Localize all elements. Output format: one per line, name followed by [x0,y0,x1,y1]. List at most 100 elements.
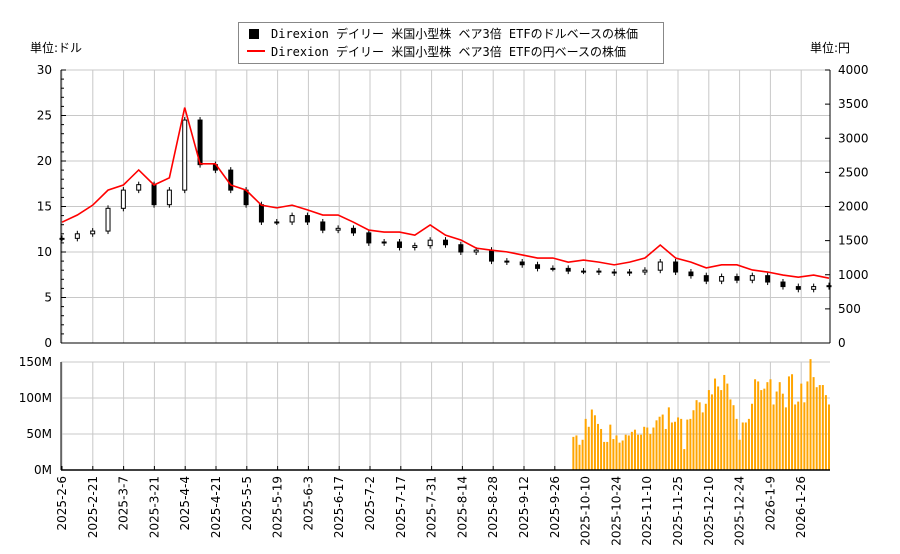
volume-bar [803,402,806,470]
volume-tick-label: 50M [26,427,52,441]
usd-candle [749,275,755,281]
volume-bar [784,407,787,470]
volume-bar [606,441,609,470]
y-tick-label-right: 1000 [838,268,869,282]
volume-bar [692,410,695,470]
usd-candle [458,244,464,253]
usd-candle [565,267,571,272]
usd-candle [350,227,356,234]
volume-bar [818,385,821,470]
volume-bar [720,390,723,470]
volume-bar [754,379,757,470]
legend-square-icon [249,29,259,39]
y-tick-label-right: 2000 [838,200,869,214]
volume-bar [710,394,713,470]
usd-candle [504,260,510,263]
volume-bar [729,399,732,470]
x-tick-label: 2025-3-7 [117,476,131,530]
usd-candle [74,233,80,239]
usd-candle [811,286,817,290]
volume-bar [677,417,680,470]
volume-tick-label: 150M [19,355,52,369]
x-tick-label: 2025-9-26 [548,476,562,538]
volume-bar [797,401,800,470]
volume-bar [704,403,707,470]
x-tick-label: 2025-7-2 [363,476,377,530]
usd-candle [412,245,418,248]
volume-bar [643,426,646,470]
legend-line-icon [247,50,265,52]
x-tick-label: 2025-8-28 [486,476,500,538]
volume-bar [584,418,587,470]
usd-candle [366,232,372,244]
y-tick-label-left: 10 [37,245,52,259]
right-unit-label: 単位:円 [810,41,851,55]
volume-bar [738,439,741,470]
x-tick-label: 2025-2-21 [86,476,100,538]
volume-bar [723,374,726,470]
y-tick-label-right: 3500 [838,97,869,111]
usd-candle [443,239,448,246]
legend-item-usd: Direxion デイリー 米国小型株 ベア3倍 ETFのドルベースの株価 [247,25,638,43]
usd-candle [320,221,326,231]
volume-bar [637,434,640,470]
volume-bar [603,441,606,470]
usd-candle [427,239,433,247]
usd-candle [596,270,602,273]
usd-candle [381,241,387,244]
volume-bar [686,419,689,470]
volume-bar [649,434,652,470]
volume-bar [828,404,830,470]
usd-candle [59,237,65,240]
usd-candle [780,281,786,288]
volume-bar [590,409,593,470]
volume-bar [633,429,636,470]
volume-bar [572,436,575,470]
volume-bar [612,439,615,470]
x-tick-label: 2025-5-19 [271,476,285,538]
usd-candle [136,184,142,191]
x-tick-label: 2025-8-14 [455,476,469,538]
x-tick-label: 2025-10-10 [579,476,593,546]
usd-candle [627,271,633,274]
usd-candle [795,286,801,290]
volume-bar [652,427,655,470]
usd-candle [719,276,725,282]
volume-bar [618,442,621,470]
x-tick-label: 2025-7-17 [394,476,408,538]
volume-bar [683,449,686,470]
usd-candle [105,207,111,232]
volume-bar [760,390,763,470]
volume-bar [806,381,809,470]
x-tick-label: 2025-11-10 [640,476,654,546]
usd-candle [289,215,295,223]
volume-bar [615,435,618,470]
volume-bar [701,412,704,470]
volume-bar [658,416,661,470]
usd-candle [335,227,341,231]
volume-bar [674,421,676,470]
volume-bar [575,435,578,470]
usd-candle [519,261,525,266]
x-tick-label: 2025-11-25 [671,476,685,546]
x-tick-label: 2026-1-26 [794,476,808,538]
usd-candle [765,275,771,283]
usd-candle [826,285,832,288]
usd-candle [489,249,495,262]
volume-bar [587,426,590,470]
volume-bar [769,379,772,470]
volume-bar [646,427,649,470]
volume-bar [824,395,827,470]
left-unit-label: 単位:ドル [30,41,83,55]
usd-candle [304,215,310,223]
y-tick-label-left: 5 [44,291,52,305]
usd-candle [642,269,648,273]
usd-candle [734,276,740,281]
volume-bar [732,405,735,470]
jpy-price-line [61,107,830,279]
x-tick-label: 2025-4-21 [209,476,223,538]
usd-candle [657,261,663,271]
x-tick-label: 2025-5-5 [240,476,254,530]
